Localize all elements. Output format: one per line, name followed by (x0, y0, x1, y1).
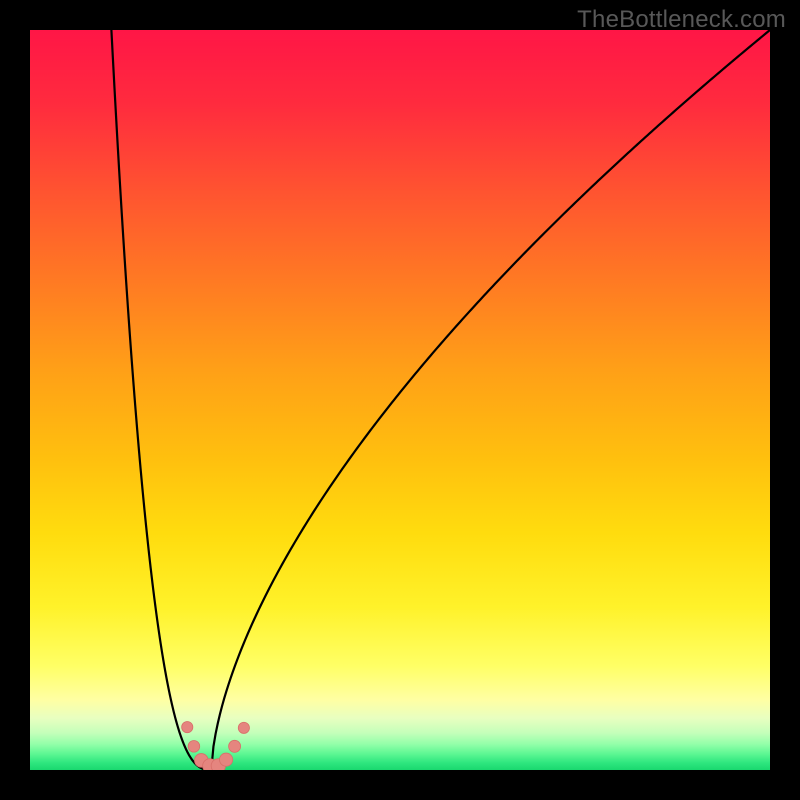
watermark-text: TheBottleneck.com (577, 6, 786, 34)
plot-background (30, 30, 770, 770)
stage: TheBottleneck.com (0, 0, 800, 800)
dip-marker (188, 741, 200, 753)
dip-marker (238, 722, 249, 733)
chart-svg (0, 0, 800, 800)
dip-marker (182, 721, 193, 732)
dip-marker (220, 753, 233, 766)
dip-marker (229, 740, 241, 752)
